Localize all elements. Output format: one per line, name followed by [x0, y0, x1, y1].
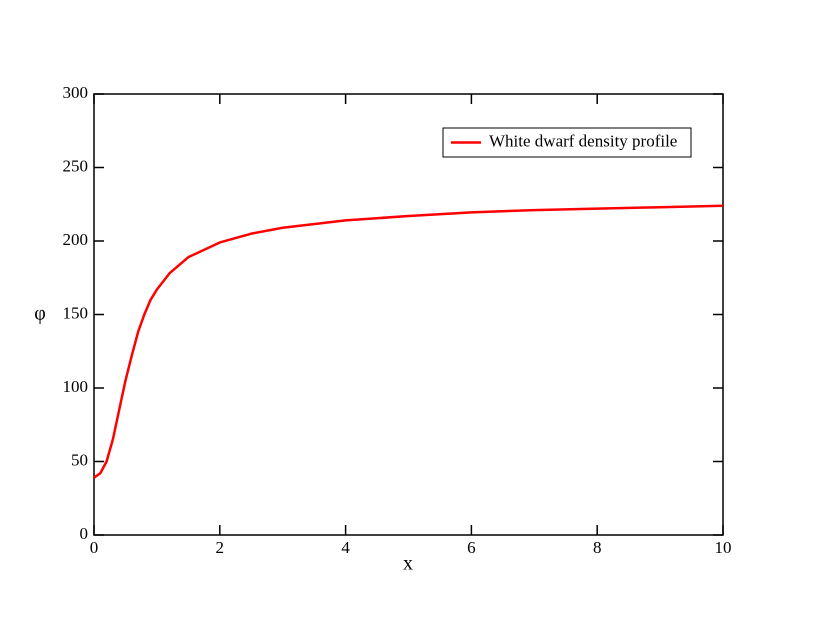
plot-frame: [93, 93, 724, 536]
y-tick-label: 200: [63, 230, 89, 249]
y-tick-label: 0: [80, 524, 89, 543]
data-line: [93, 204, 724, 479]
y-tick-label: 300: [63, 83, 89, 102]
y-tick-label: 100: [63, 377, 89, 396]
legend-label: White dwarf density profile: [489, 131, 677, 150]
legend-box: [442, 127, 692, 158]
x-tick-label: 8: [593, 538, 602, 557]
x-axis-label: x: [403, 553, 413, 575]
y-axis-label: φ: [34, 303, 46, 325]
x-tick-label: 0: [90, 538, 99, 557]
y-tick-label: 150: [63, 303, 89, 322]
y-tick-label: 50: [71, 450, 88, 469]
x-tick-label: 6: [467, 538, 476, 557]
x-tick-label: 4: [341, 538, 350, 557]
x-tick-label: 2: [216, 538, 225, 557]
x-tick-label: 10: [715, 538, 732, 557]
y-tick-label: 250: [63, 156, 89, 175]
